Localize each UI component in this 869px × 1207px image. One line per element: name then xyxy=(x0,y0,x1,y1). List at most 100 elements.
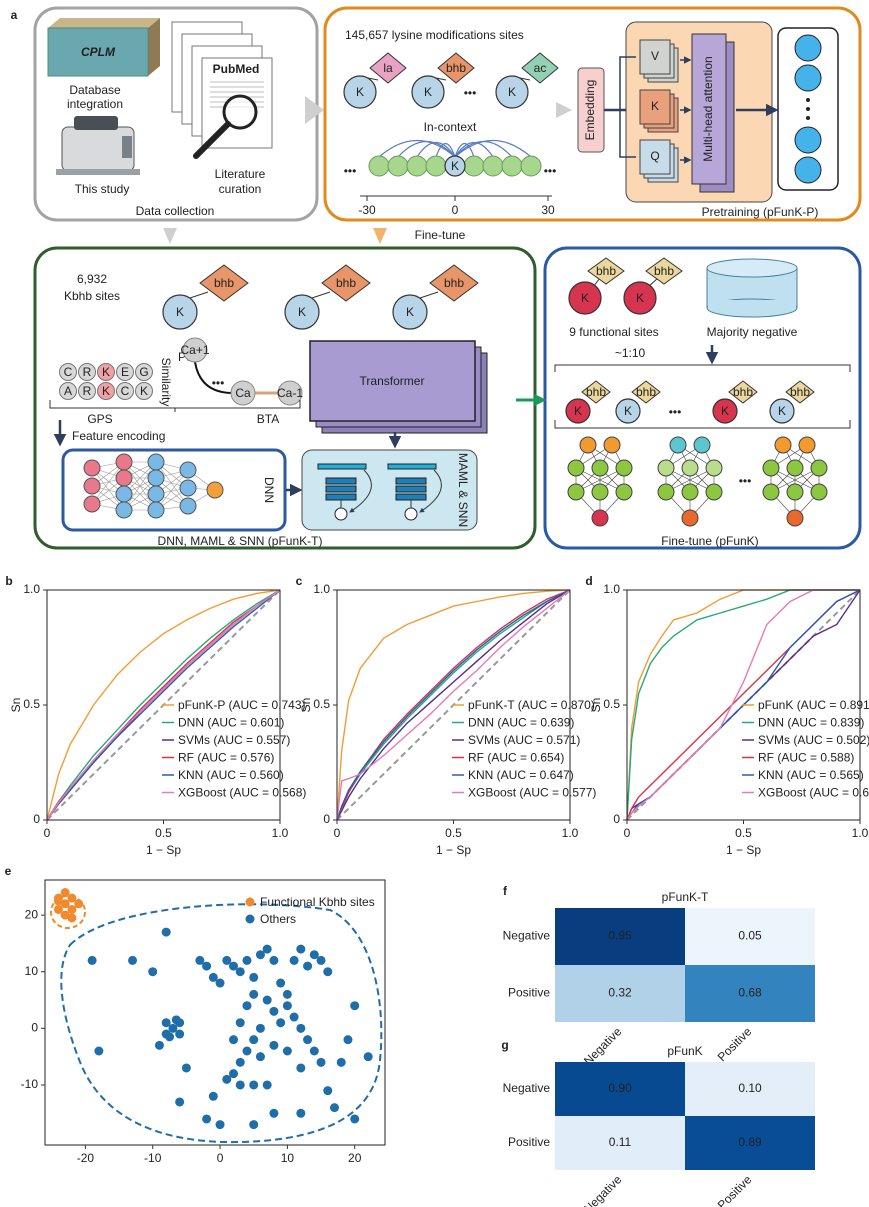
x-tick-label: 0 xyxy=(334,826,341,840)
label: Kbhb sites xyxy=(64,289,120,303)
atom-label: Ca-1 xyxy=(277,386,303,400)
residue-label: K xyxy=(406,305,414,319)
point xyxy=(242,1001,252,1011)
point xyxy=(67,904,77,914)
point xyxy=(249,1080,259,1090)
modification-label: bhb xyxy=(214,276,234,290)
y-tick-label: 1.0 xyxy=(313,582,330,596)
label: Transformer xyxy=(360,374,425,388)
connector xyxy=(311,291,331,299)
legend-label: SVMs (AUC = 0.557) xyxy=(178,733,290,747)
modification xyxy=(785,380,815,404)
database xyxy=(708,300,796,308)
residue xyxy=(769,398,795,424)
x-tick-label: 0 xyxy=(44,826,51,840)
residue-label: K xyxy=(102,384,110,398)
legend-swatch xyxy=(245,914,255,924)
residue-label: K xyxy=(508,85,516,99)
point xyxy=(235,1057,245,1067)
label: 9 functional sites xyxy=(569,325,658,339)
neuron xyxy=(579,436,597,454)
label: ••• xyxy=(669,405,682,419)
neuron xyxy=(615,459,633,477)
attention-arc xyxy=(416,141,456,158)
layer xyxy=(395,477,427,485)
y-tick-label: 0 xyxy=(323,812,330,826)
database xyxy=(706,258,798,278)
y-tick-label: 0.5 xyxy=(313,697,330,711)
roc-curve xyxy=(46,589,281,821)
point xyxy=(87,955,97,965)
label: Fine-tune (pFunK) xyxy=(661,534,758,548)
neuron xyxy=(657,459,675,477)
legend-label: DNN (AUC = 0.839) xyxy=(758,716,864,730)
x-tick-label: -10 xyxy=(144,1151,162,1165)
residue xyxy=(284,294,320,330)
bond xyxy=(194,361,232,394)
point xyxy=(249,989,259,999)
attention-arc xyxy=(435,142,456,158)
residue-label: K xyxy=(451,159,459,173)
label: V xyxy=(651,49,659,63)
neuron xyxy=(786,509,804,527)
residue-label: K xyxy=(721,404,729,418)
legend-label: KNN (AUC = 0.560) xyxy=(178,768,284,782)
connector xyxy=(419,291,439,299)
y-axis-label: Sn xyxy=(9,698,23,713)
heatmap-cell xyxy=(685,1116,815,1170)
atom-label: Ca xyxy=(235,386,251,400)
arrow xyxy=(305,96,324,124)
point xyxy=(175,1029,185,1039)
modification xyxy=(199,264,249,302)
point xyxy=(148,967,158,977)
panel-label: g xyxy=(501,1038,508,1052)
residue xyxy=(343,75,377,109)
residue xyxy=(712,398,738,424)
label: In-context xyxy=(424,120,477,134)
x-tick-label: 0 xyxy=(624,826,631,840)
modification-label: bhb xyxy=(336,276,356,290)
residue xyxy=(59,382,77,400)
point xyxy=(296,944,306,954)
neuron xyxy=(115,469,133,487)
chart-title: pFunK-T xyxy=(662,890,709,904)
residue-label: C xyxy=(64,365,73,379)
point xyxy=(235,967,245,977)
database-box xyxy=(48,18,160,28)
y-tick-label: 0 xyxy=(33,812,40,826)
point xyxy=(303,1035,313,1045)
neuron xyxy=(705,459,723,477)
residue xyxy=(615,398,641,424)
layer xyxy=(325,477,357,485)
point xyxy=(60,910,70,920)
attention-arc xyxy=(378,139,456,158)
arrow xyxy=(556,102,572,118)
modification-label: bhb xyxy=(446,61,466,75)
output-node xyxy=(794,126,822,154)
neuron xyxy=(147,453,165,471)
modification-label: bhb xyxy=(444,276,464,290)
y-tick-label: 0.5 xyxy=(23,697,40,711)
roc-curve xyxy=(336,589,571,821)
point xyxy=(289,955,299,965)
point xyxy=(350,1114,360,1124)
neuron xyxy=(567,459,585,477)
point xyxy=(215,1120,225,1130)
label: 145,657 lysine modifications sites xyxy=(345,28,524,42)
neuron xyxy=(83,477,101,495)
label: K xyxy=(651,99,659,113)
y-tick-label: 0 xyxy=(31,1021,38,1035)
label: Multi-head attention xyxy=(701,56,715,161)
point xyxy=(154,1040,164,1050)
label: Fine-tune xyxy=(415,228,466,242)
neuron xyxy=(115,485,133,503)
neuron xyxy=(705,483,723,501)
point xyxy=(289,1012,299,1022)
x-axis-label: 1 − Sp xyxy=(146,843,181,857)
y-tick-label: 1.0 xyxy=(603,582,620,596)
neuron xyxy=(762,483,780,501)
point xyxy=(202,1114,212,1124)
panel-label: e xyxy=(5,864,12,878)
attention-arc xyxy=(397,141,456,158)
projection xyxy=(639,89,671,125)
